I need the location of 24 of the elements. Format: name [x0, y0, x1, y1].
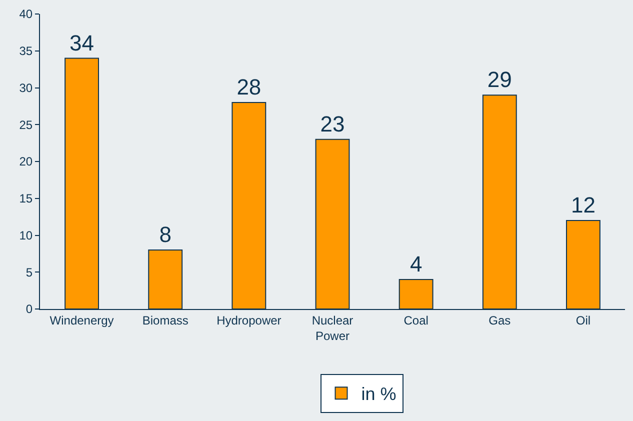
x-tick-label: Coal: [404, 313, 428, 328]
data-label: 28: [236, 74, 262, 100]
x-tick-label: Biomass: [142, 313, 188, 328]
data-label: 8: [159, 222, 172, 247]
y-tick-label: 40: [19, 7, 33, 22]
x-tick-label: Nuclear Power: [312, 313, 354, 343]
data-label: 12: [570, 192, 596, 218]
data-label: 34: [70, 30, 94, 56]
y-tick-label: 5: [26, 265, 33, 280]
x-tick-label: Gas: [488, 313, 511, 328]
y-tick-label: 30: [19, 80, 33, 95]
x-tick-label: Windenergy: [50, 313, 114, 328]
y-tick-label: 20: [19, 154, 33, 169]
y-tick-label: 25: [19, 118, 33, 132]
y-tick-label: 15: [19, 192, 33, 206]
legend-label: in %: [361, 384, 396, 404]
data-label: 23: [320, 111, 345, 136]
y-tick-label: 0: [26, 302, 33, 316]
x-tick-label: Oil: [576, 313, 591, 328]
data-label: 29: [487, 67, 512, 92]
y-tick-label: 35: [19, 44, 33, 58]
data-label: 4: [410, 252, 422, 276]
x-tick-label: Hydropower: [216, 313, 282, 328]
y-tick-label: 10: [19, 228, 33, 242]
